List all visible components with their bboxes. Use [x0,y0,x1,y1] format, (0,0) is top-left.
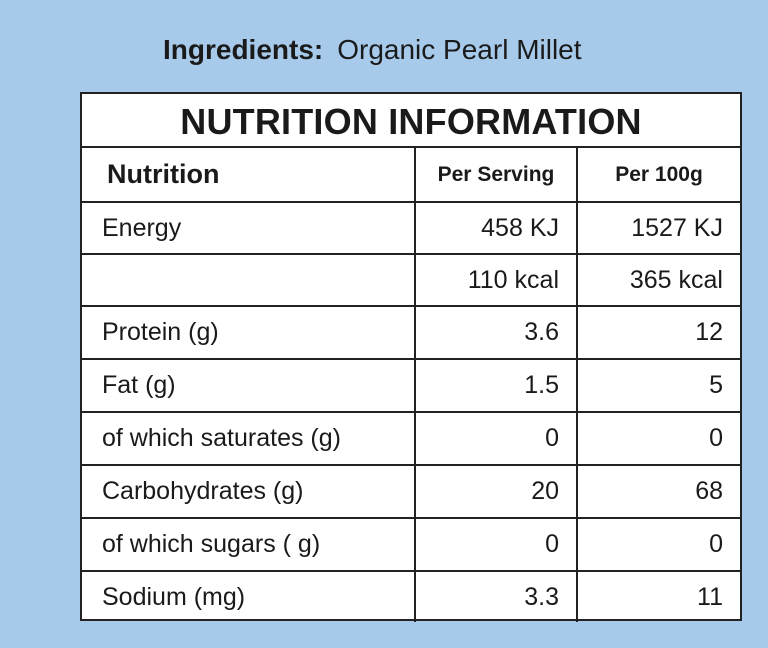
per-serving-value: 110 kcal [415,254,578,307]
per-serving-value: 0 [415,518,578,572]
header-nutrition: Nutrition [82,148,416,203]
per-100g-value: 5 [577,359,740,413]
per-100g-value: 365 kcal [577,254,740,307]
table-row: Fat (g) 1.5 5 [82,359,740,413]
per-serving-value: 1.5 [415,359,578,413]
row-label: of which sugars ( g) [82,518,416,572]
row-label [82,254,416,307]
per-serving-value: 0 [415,412,578,466]
row-label: Protein (g) [82,306,416,360]
table-row: Energy 458 KJ 1527 KJ [82,202,740,255]
per-100g-value: 68 [577,465,740,519]
table-row: Protein (g) 3.6 12 [82,306,740,360]
row-label: Fat (g) [82,359,416,413]
row-label: Carbohydrates (g) [82,465,416,519]
ingredients-value: Organic Pearl Millet [337,34,582,65]
per-100g-value: 12 [577,306,740,360]
nutrition-title: NUTRITION INFORMATION [82,94,740,148]
header-per-100g: Per 100g [577,148,740,203]
per-serving-value: 3.3 [415,571,578,622]
nutrition-table: Nutrition Per Serving Per 100g Energy 45… [82,148,740,622]
per-serving-value: 3.6 [415,306,578,360]
ingredients-line: Ingredients: Organic Pearl Millet [163,30,582,70]
row-label: Sodium (mg) [82,571,416,622]
per-serving-value: 20 [415,465,578,519]
ingredients-label: Ingredients: [163,34,324,65]
table-row: Sodium (mg) 3.3 11 [82,571,740,622]
row-label: of which saturates (g) [82,412,416,466]
table-row: 110 kcal 365 kcal [82,254,740,307]
per-100g-value: 0 [577,412,740,466]
table-row: of which saturates (g) 0 0 [82,412,740,466]
table-header-row: Nutrition Per Serving Per 100g [82,148,740,203]
per-100g-value: 11 [697,582,723,611]
per-100g-value: 0 [577,518,740,572]
per-serving-value: 458 KJ [415,202,578,255]
header-per-serving: Per Serving [415,148,578,203]
nutrition-panel: NUTRITION INFORMATION Nutrition Per Serv… [80,92,742,622]
row-label: Energy [82,202,416,255]
per-100g-value: 1527 KJ [577,202,740,255]
table-row: Carbohydrates (g) 20 68 [82,465,740,519]
table-row: of which sugars ( g) 0 0 [82,518,740,572]
